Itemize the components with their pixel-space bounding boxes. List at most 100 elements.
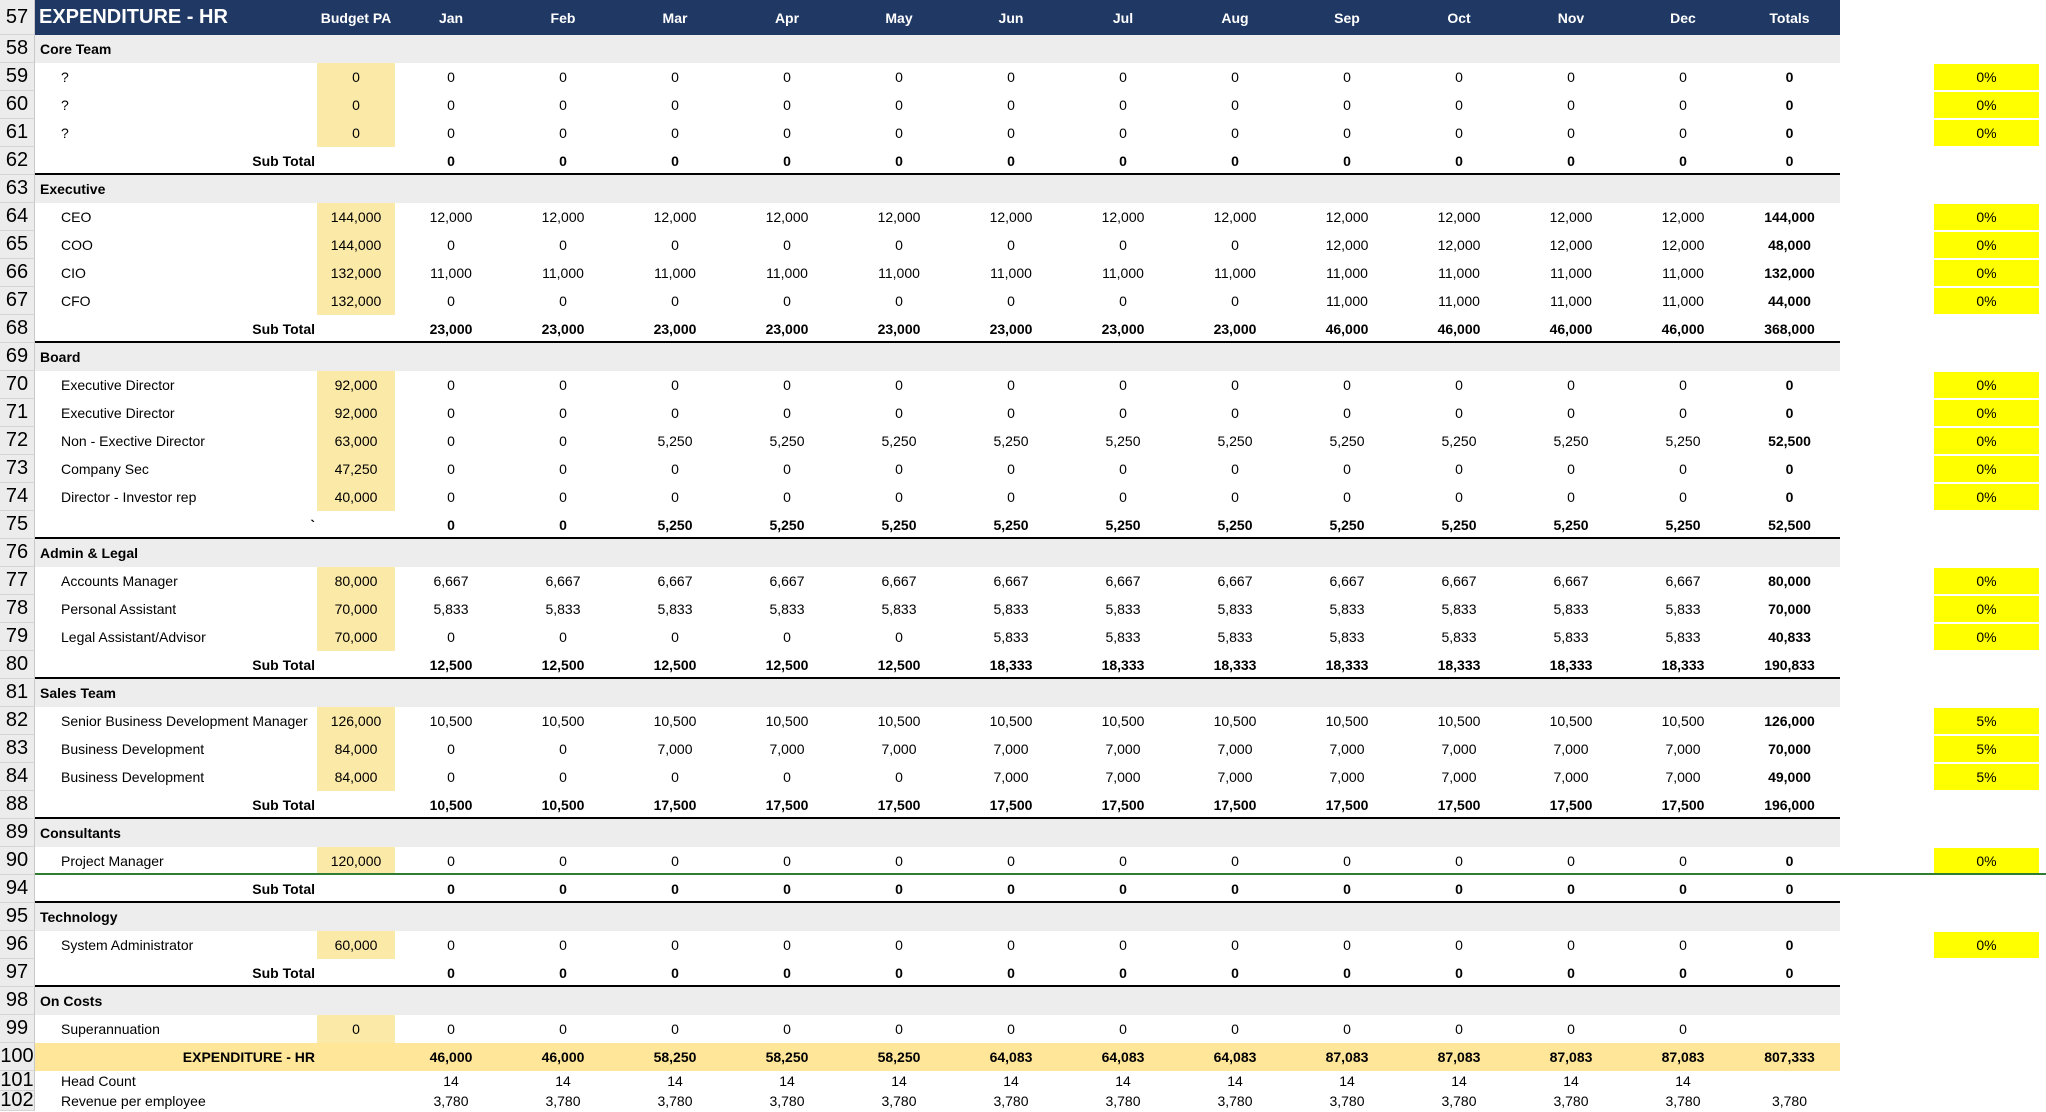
month-cell: 3,780: [1329, 1093, 1365, 1109]
month-cell: 0: [1679, 69, 1687, 85]
month-cell: 12,000: [877, 209, 921, 225]
month-cell: 10,500: [877, 713, 921, 729]
budget-cell: 84,000: [317, 763, 395, 791]
row-number: 96: [0, 931, 35, 959]
month-cell: 14: [1227, 1073, 1243, 1089]
header-band: [35, 0, 1840, 35]
month-cell: 5,250: [769, 433, 805, 449]
month-cell: 14: [1675, 1073, 1691, 1089]
row-label: Director - Investor rep: [61, 489, 197, 505]
month-cell: 0: [895, 377, 903, 393]
row-number: 66: [0, 259, 35, 287]
month-cell: 5,250: [1441, 433, 1477, 449]
row-number: 84: [0, 763, 35, 791]
month-cell: 0: [1567, 965, 1575, 981]
month-cell: 0: [1455, 69, 1463, 85]
month-cell: 0: [671, 461, 679, 477]
row-number: 78: [0, 595, 35, 623]
row-label: Accounts Manager: [61, 573, 178, 589]
month-cell: 0: [1679, 405, 1687, 421]
month-cell: 11,000: [1662, 265, 1704, 281]
month-cell: 7,000: [657, 741, 693, 757]
month-cell: 0: [671, 125, 679, 141]
percent-cell: 0%: [1934, 848, 2039, 874]
column-header: Mar: [662, 9, 688, 26]
month-cell: 0: [1567, 153, 1575, 169]
month-cell: 0: [1679, 937, 1687, 953]
section-label: Consultants: [40, 825, 121, 841]
month-cell: 0: [1567, 937, 1575, 953]
month-cell: 0: [559, 769, 567, 785]
total-cell: 70,000: [1768, 741, 1811, 757]
month-cell: 14: [1003, 1073, 1019, 1089]
row-number: 88: [0, 791, 35, 819]
month-cell: 0: [1343, 965, 1351, 981]
month-cell: 0: [559, 629, 567, 645]
month-cell: 12,000: [1325, 237, 1369, 253]
month-cell: 0: [1119, 237, 1127, 253]
month-cell: 0: [671, 629, 679, 645]
month-cell: 6,667: [881, 573, 917, 589]
month-cell: 23,000: [989, 321, 1033, 337]
month-cell: 12,000: [1213, 209, 1257, 225]
row-number: 77: [0, 567, 35, 595]
month-cell: 5,833: [1441, 601, 1477, 617]
month-cell: 0: [783, 937, 791, 953]
month-cell: 5,250: [1217, 433, 1253, 449]
row-number: 65: [0, 231, 35, 259]
budget-cell: 47,250: [317, 455, 395, 483]
month-cell: 0: [1007, 405, 1015, 421]
budget-cell: 92,000: [317, 399, 395, 427]
month-cell: 12,000: [1437, 237, 1481, 253]
row-label: Head Count: [61, 1073, 136, 1089]
month-cell: 5,833: [993, 629, 1029, 645]
month-cell: 0: [447, 629, 455, 645]
month-cell: 0: [447, 965, 455, 981]
month-cell: 12,000: [765, 209, 809, 225]
row-number: 81: [0, 679, 35, 707]
month-cell: 6,667: [545, 573, 581, 589]
month-cell: 0: [1007, 293, 1015, 309]
month-cell: 0: [895, 769, 903, 785]
month-cell: 0: [1007, 125, 1015, 141]
month-cell: 87,083: [1437, 1049, 1481, 1065]
total-cell: 0: [1785, 937, 1794, 953]
row-label: System Administrator: [61, 937, 194, 953]
month-cell: 10,500: [1549, 713, 1593, 729]
subtotal-border: [35, 315, 1840, 343]
month-cell: 0: [1119, 965, 1127, 981]
month-cell: 5,833: [993, 601, 1029, 617]
total-cell: 80,000: [1768, 573, 1811, 589]
month-cell: 23,000: [429, 321, 473, 337]
section-band: [35, 903, 1840, 931]
column-header: Oct: [1447, 9, 1471, 26]
month-cell: 0: [783, 153, 791, 169]
month-cell: 10,500: [1325, 713, 1369, 729]
month-cell: 7,000: [1441, 769, 1477, 785]
month-cell: 5,250: [881, 517, 917, 533]
budget-cell: 144,000: [317, 231, 395, 259]
month-cell: 0: [1455, 405, 1463, 421]
total-cell: 0: [1785, 965, 1794, 981]
month-cell: 12,500: [653, 657, 697, 673]
month-cell: 0: [1119, 405, 1127, 421]
month-cell: 0: [1567, 125, 1575, 141]
month-cell: 0: [1231, 461, 1239, 477]
column-header: May: [885, 9, 913, 26]
total-cell: 190,833: [1764, 657, 1815, 673]
column-header: Nov: [1557, 9, 1585, 26]
section-band: [35, 679, 1840, 707]
month-cell: 5,833: [1217, 629, 1253, 645]
column-header: Apr: [774, 9, 800, 26]
month-cell: 0: [1455, 125, 1463, 141]
subtotal-border: [35, 791, 1840, 819]
month-cell: 0: [1231, 153, 1239, 169]
month-cell: 0: [1007, 881, 1015, 897]
budget-cell: 144,000: [317, 203, 395, 231]
month-cell: 0: [671, 489, 679, 505]
row-number: 83: [0, 735, 35, 763]
month-cell: 0: [447, 237, 455, 253]
month-cell: 0: [671, 965, 679, 981]
row-number: 68: [0, 315, 35, 343]
month-cell: 0: [1231, 377, 1239, 393]
